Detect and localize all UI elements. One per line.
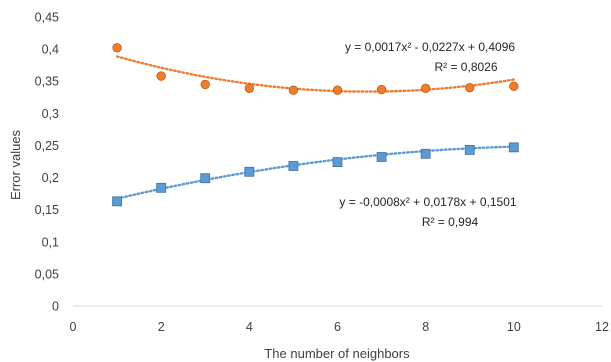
x-tick-label: 2 — [158, 320, 165, 334]
y-tick-label: 0 — [52, 300, 59, 314]
data-point-series-2 — [376, 152, 387, 162]
orange-trendline-r2: R² = 0,8026 — [434, 60, 497, 74]
y-tick-label: 0,05 — [35, 267, 59, 281]
data-point-series-1 — [376, 84, 387, 95]
x-tick-label: 12 — [595, 320, 609, 334]
data-point-series-2 — [112, 196, 122, 207]
data-point-series-1 — [156, 71, 166, 81]
y-tick-label: 0,25 — [35, 139, 59, 153]
data-point-series-2 — [156, 182, 167, 193]
y-tick-label: 0,3 — [42, 107, 59, 121]
data-markers — [112, 43, 519, 207]
x-axis-ticks: 0 2 4 6 8 10 12 — [70, 320, 609, 334]
y-tick-label: 0,15 — [35, 203, 59, 217]
blue-trendline-r2: R² = 0,994 — [422, 215, 479, 229]
data-point-series-1 — [112, 43, 122, 53]
orange-trendline-equation: y = 0,0017x² - 0,0227x + 0,4096 — [345, 40, 515, 54]
y-tick-label: 0,4 — [42, 43, 59, 57]
data-point-series-2 — [200, 173, 211, 184]
y-tick-label: 0,45 — [35, 11, 59, 25]
trendline-series-1 — [115, 55, 516, 93]
data-point-series-2 — [420, 148, 431, 159]
y-tick-label: 0,2 — [42, 171, 59, 185]
trendlines — [115, 55, 516, 200]
data-point-series-1 — [465, 82, 475, 93]
x-tick-label: 0 — [70, 320, 77, 334]
data-point-series-2 — [464, 145, 475, 155]
blue-trendline-equation: y = -0,0008x² + 0,0178x + 0,1501 — [339, 195, 516, 209]
x-tick-label: 10 — [507, 320, 521, 334]
y-axis-ticks: 0 0,05 0,1 0,15 0,2 0,25 0,3 0,35 0,4 0,45 — [35, 11, 59, 314]
data-point-series-1 — [420, 83, 431, 93]
trendline-series-2 — [115, 145, 516, 200]
x-tick-label: 6 — [334, 320, 341, 334]
data-point-series-1 — [200, 79, 210, 90]
data-point-series-1 — [509, 81, 519, 92]
x-tick-label: 4 — [246, 320, 253, 334]
y-tick-label: 0,1 — [42, 235, 59, 249]
x-axis-title: The number of neighbors — [264, 346, 410, 361]
data-point-series-1 — [288, 85, 299, 95]
y-tick-label: 0,35 — [35, 75, 59, 89]
data-point-series-2 — [244, 166, 255, 177]
data-point-series-2 — [508, 142, 519, 153]
x-tick-label: 8 — [422, 320, 429, 334]
data-point-series-1 — [244, 83, 255, 93]
data-point-series-1 — [332, 85, 343, 95]
data-point-series-2 — [288, 161, 299, 171]
data-point-series-2 — [332, 157, 343, 168]
y-axis-title: Error values — [8, 129, 23, 200]
